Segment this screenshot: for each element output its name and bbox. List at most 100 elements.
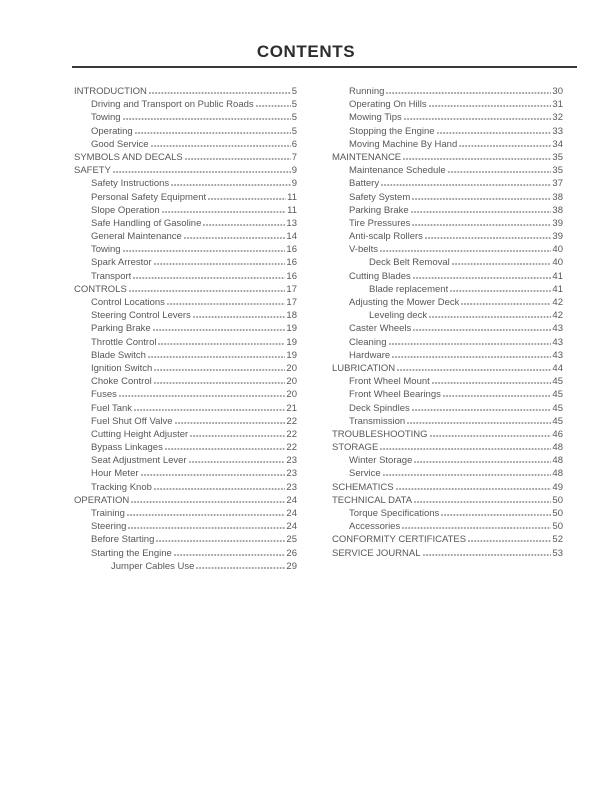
dot-leader: [442, 395, 552, 398]
toc-entry: CONTROLS 17: [74, 283, 297, 296]
toc-entry-label: Anti-scalp Rollers: [349, 231, 423, 243]
dot-leader: [171, 184, 291, 187]
toc-entry-label: Control Locations: [91, 297, 165, 308]
toc-entry-page: 23: [286, 481, 297, 493]
toc-entry: Towing 5: [74, 111, 297, 124]
toc-entry: Cutting Blades 41: [332, 270, 563, 283]
toc-entry: TECHNICAL DATA 50: [332, 494, 563, 507]
dot-leader: [380, 250, 552, 253]
toc-entry-label: INTRODUCTION: [74, 86, 147, 97]
toc-entry: Tire Pressures 39: [332, 217, 563, 230]
dot-leader: [422, 553, 552, 556]
toc-entry-page: 45: [552, 415, 563, 427]
dot-leader: [450, 289, 552, 292]
toc-entry: CONFORMITY CERTIFICATES 52: [332, 533, 563, 546]
toc-entry-label: Safety Instructions: [91, 178, 170, 190]
dot-leader: [128, 289, 286, 292]
toc-entry: Parking Brake 38: [332, 204, 563, 217]
toc-entry-label: Deck Spindles: [349, 402, 410, 414]
toc-entry-page: 39: [552, 231, 563, 243]
toc-entry-page: 53: [552, 547, 563, 559]
toc-entry: Maintenance Schedule 35: [332, 164, 563, 177]
toc-entry: Battery 37: [332, 177, 563, 190]
dot-leader: [161, 210, 287, 213]
toc-entry-label: Steering Control Levers: [91, 310, 191, 322]
toc-entry-page: 50: [552, 521, 563, 533]
dot-leader: [413, 329, 552, 332]
toc-entry-page: 7: [291, 151, 297, 163]
dot-leader: [255, 105, 291, 108]
toc-entry: Tracking Knob 23: [74, 481, 297, 494]
toc-entry-page: 20: [286, 389, 297, 401]
toc-entry-label: Battery: [349, 178, 380, 190]
toc-entry-page: 5: [291, 86, 297, 97]
dot-leader: [122, 118, 291, 121]
dot-leader: [112, 171, 291, 174]
toc-entry: Steering 24: [74, 520, 297, 533]
toc-entry-label: Throttle Control: [91, 336, 157, 348]
toc-entry-page: 42: [552, 297, 563, 308]
toc-entry-label: Leveling deck: [369, 310, 428, 322]
toc-entry: MAINTENANCE 35: [332, 151, 563, 164]
toc-entry-label: Cleaning: [349, 336, 387, 348]
toc-entry-page: 25: [286, 534, 297, 546]
toc-entry-label: Transmission: [349, 415, 406, 427]
toc-entry-label: TECHNICAL DATA: [332, 494, 413, 506]
toc-entry: Jumper Cables Use 29: [74, 560, 297, 573]
toc-entry-label: Moving Machine By Hand: [349, 138, 458, 150]
toc-entry-page: 40: [552, 244, 563, 256]
toc-entry-label: MAINTENANCE: [332, 151, 402, 163]
toc-entry: Anti-scalp Rollers 39: [332, 230, 563, 243]
toc-entry-page: 16: [286, 244, 297, 256]
toc-entry: Good Service 6: [74, 138, 297, 151]
toc-entry: Steering Control Levers 18: [74, 309, 297, 322]
toc-entry: Deck Belt Removal 40: [332, 256, 563, 269]
toc-entry: Towing 16: [74, 243, 297, 256]
toc-entry-page: 41: [552, 270, 563, 282]
dot-leader: [397, 368, 552, 371]
toc-entry: Spark Arrestor 16: [74, 256, 297, 269]
toc-entry-page: 48: [552, 455, 563, 467]
dot-leader: [386, 92, 552, 94]
toc-entry: Parking Brake 19: [74, 322, 297, 335]
toc-entry-page: 35: [552, 151, 563, 163]
toc-entry: SCHEMATICS 49: [332, 481, 563, 494]
toc-entry-page: 42: [552, 310, 563, 322]
toc-entry-label: Steering: [91, 521, 127, 533]
dot-leader: [382, 474, 552, 477]
toc-entry: Stopping the Engine 33: [332, 125, 563, 138]
toc-entry-label: V-belts: [349, 244, 379, 256]
toc-entry-page: 24: [286, 508, 297, 519]
dot-leader: [131, 500, 286, 503]
toc-entry: Front Wheel Bearings 45: [332, 388, 563, 401]
dot-leader: [429, 434, 552, 437]
toc-entry: Slope Operation 11: [74, 204, 297, 217]
toc-entry-label: OPERATION: [74, 494, 130, 506]
toc-entry-label: SYMBOLS AND DECALS: [74, 151, 183, 163]
toc-entry: Service 48: [332, 467, 563, 480]
toc-entry-label: Tracking Knob: [91, 481, 152, 493]
toc-entry: Safety System 38: [332, 191, 563, 204]
toc-entry: Torque Specifications 50: [332, 507, 563, 520]
dot-leader: [403, 157, 552, 160]
toc-entry-page: 35: [552, 165, 563, 177]
toc-entry-label: Parking Brake: [349, 204, 409, 216]
toc-entry-label: Transport: [91, 270, 132, 282]
title-divider-rule: [72, 66, 577, 68]
toc-entry-page: 19: [286, 323, 297, 335]
toc-entry-label: Blade replacement: [369, 283, 449, 295]
toc-entry-label: Parking Brake: [91, 323, 151, 335]
toc-entry-page: 34: [552, 138, 563, 150]
toc-column-left: INTRODUCTION 5 Driving and Transport on Pu…: [74, 85, 297, 573]
dot-leader: [188, 461, 286, 464]
toc-entry: Transmission 45: [332, 415, 563, 428]
toc-entry: Front Wheel Mount 45: [332, 375, 563, 388]
toc-entry-label: Tire Pressures: [349, 217, 411, 229]
toc-entry-page: 45: [552, 402, 563, 414]
toc-entry-label: Torque Specifications: [349, 508, 440, 519]
page-title: CONTENTS: [256, 42, 356, 61]
toc-entry-page: 48: [552, 468, 563, 480]
toc-entry-label: Hour Meter: [91, 468, 139, 480]
toc-entry: Winter Storage 48: [332, 454, 563, 467]
toc-entry-label: Personal Safety Equipment: [91, 191, 207, 203]
